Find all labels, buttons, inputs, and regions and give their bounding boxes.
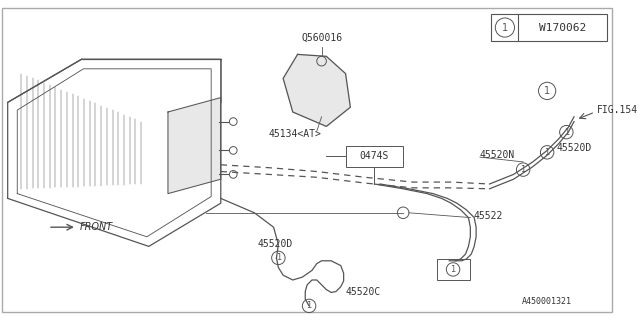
Text: 1: 1 — [276, 253, 281, 262]
Text: 45520D: 45520D — [257, 239, 292, 250]
Polygon shape — [283, 54, 350, 126]
Text: Q560016: Q560016 — [301, 33, 342, 43]
Text: 1: 1 — [307, 301, 312, 310]
Bar — [492, 14, 607, 41]
Text: 45522: 45522 — [473, 211, 502, 221]
Bar — [436, 259, 470, 280]
Text: W170062: W170062 — [539, 22, 586, 33]
Text: 45134<AT>: 45134<AT> — [269, 129, 322, 139]
Text: 1: 1 — [451, 265, 456, 274]
Text: 1: 1 — [545, 148, 550, 157]
Polygon shape — [168, 98, 221, 194]
Text: FIG.154: FIG.154 — [597, 105, 638, 115]
Text: 1: 1 — [544, 86, 550, 96]
Text: 1: 1 — [520, 165, 526, 174]
Text: FRONT: FRONT — [79, 222, 113, 232]
Text: 1: 1 — [564, 128, 569, 137]
Text: 45520N: 45520N — [480, 150, 515, 160]
Text: 1: 1 — [502, 22, 508, 33]
Text: 0474S: 0474S — [360, 151, 389, 161]
Bar — [346, 146, 403, 167]
Text: A450001321: A450001321 — [522, 297, 572, 306]
Text: 45520D: 45520D — [557, 143, 592, 154]
Text: 45520C: 45520C — [346, 287, 381, 298]
